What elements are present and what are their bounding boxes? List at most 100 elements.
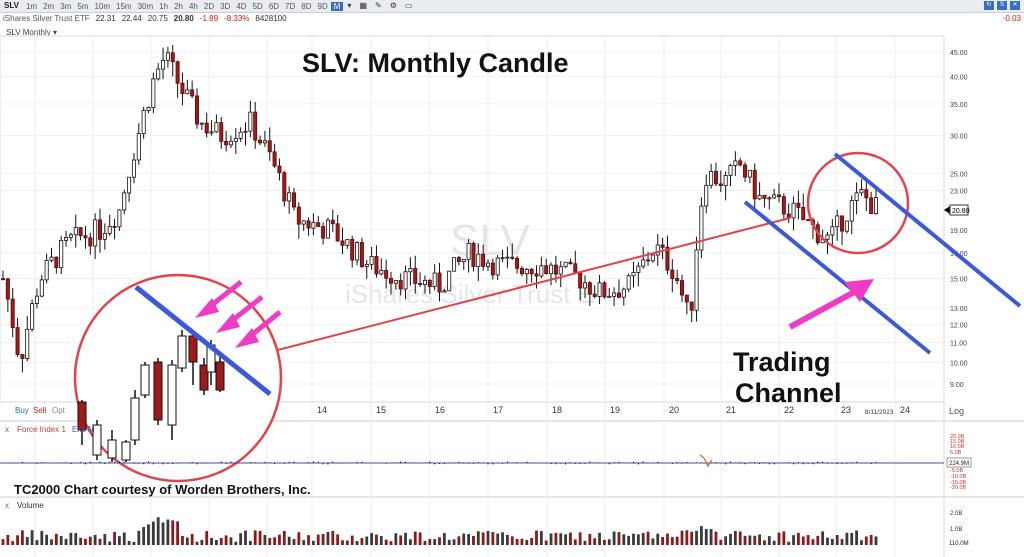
candle-body: [646, 259, 651, 262]
indicator-close-icon[interactable]: x: [5, 425, 9, 434]
buy-button[interactable]: Buy: [15, 406, 29, 415]
price-flag-box: [949, 204, 969, 216]
volume-bar: [593, 538, 597, 545]
zoom-candle-body: [188, 335, 198, 363]
timeframe-button[interactable]: 2D: [203, 1, 215, 11]
timeframe-button[interactable]: 7D: [285, 1, 296, 11]
dropdown-icon[interactable]: ▾: [347, 1, 352, 10]
timeframe-button[interactable]: 3m: [60, 1, 72, 11]
volume-bar: [748, 535, 752, 545]
volume-bar: [772, 540, 776, 545]
volume-bar: [409, 539, 412, 545]
volume-bar: [520, 538, 524, 545]
indicator-label[interactable]: Force Index 1: [17, 425, 66, 434]
scale-icon[interactable]: S: [997, 1, 1007, 10]
quote-open: 22.44: [121, 14, 142, 23]
candle-body: [743, 164, 748, 178]
candle-body: [578, 272, 583, 289]
volume-bar: [549, 533, 553, 545]
timeframe-button[interactable]: 1h: [159, 1, 169, 11]
opt-button[interactable]: Opt: [52, 406, 66, 415]
candle-body: [296, 206, 301, 225]
volume-bar: [845, 532, 849, 545]
candle-body: [495, 257, 500, 276]
volume-bar: [690, 531, 694, 545]
candle-body: [165, 52, 170, 61]
quote-volume: 8428100: [255, 14, 287, 23]
zoom-candle-body: [177, 335, 187, 369]
volume-bar: [573, 539, 577, 545]
y-tick-label: 10.00: [950, 360, 968, 367]
trading-label-line2: Channel: [735, 378, 842, 408]
candle-body: [49, 256, 54, 261]
chart-icon[interactable]: ▦: [359, 1, 367, 10]
volume-bar: [360, 538, 364, 545]
timeframe-button[interactable]: 30m: [137, 1, 154, 11]
timeframe-button[interactable]: 5m: [77, 1, 89, 11]
candle-body: [209, 131, 214, 134]
candle-body: [733, 160, 738, 166]
volume-bar: [646, 531, 650, 545]
timeframe-button[interactable]: 9D: [317, 1, 328, 11]
x-tick-label: 22: [784, 405, 794, 415]
volume-bar: [472, 535, 475, 545]
timeframe-button[interactable]: 4h: [188, 1, 198, 11]
trendline: [269, 217, 791, 353]
quote-low: 20.75: [147, 14, 168, 23]
candle-body: [267, 140, 272, 153]
candle-body: [20, 354, 25, 359]
volume-bar: [617, 532, 621, 545]
candle-body: [219, 122, 224, 142]
volume-close-icon[interactable]: x: [5, 501, 9, 510]
volume-bar: [239, 533, 243, 545]
candle-body: [549, 264, 554, 275]
indicator-ma-label[interactable]: Exp M: [72, 425, 95, 434]
sync-icon[interactable]: ↻: [984, 1, 994, 10]
candle-body: [34, 295, 39, 304]
volume-bar: [525, 539, 529, 545]
close-icon[interactable]: ✕: [1010, 1, 1020, 10]
candle-body: [684, 294, 689, 303]
timeframe-button[interactable]: 3D: [220, 1, 231, 11]
layout-icon[interactable]: ▭: [404, 1, 413, 10]
timeframe-button[interactable]: 5D: [252, 1, 263, 11]
timeframe-button[interactable]: 1m: [25, 1, 38, 11]
volume-bar: [40, 530, 44, 545]
log-label[interactable]: Log: [949, 406, 964, 416]
volume-bar: [438, 537, 441, 545]
timeframe-button[interactable]: 2h: [174, 1, 183, 11]
volume-bar: [612, 531, 616, 545]
symbol-label[interactable]: SLV: [4, 1, 19, 10]
draw-icon[interactable]: ✎: [375, 1, 382, 10]
volume-label[interactable]: Volume: [17, 501, 44, 510]
time-axis: 14 15 16 17 18 19 20 21 22 23 24: [317, 405, 910, 415]
volume-bar: [384, 539, 388, 545]
timeframe-button[interactable]: 15m: [116, 1, 132, 11]
timeframe-button[interactable]: 4D: [236, 1, 247, 11]
volume-bar: [268, 537, 272, 545]
settings-icon[interactable]: ⚙: [389, 1, 397, 10]
candle-body: [466, 242, 471, 260]
period-label[interactable]: SLV Monthly ▾: [6, 28, 58, 37]
volume-bar: [588, 533, 592, 545]
volume-bar: [151, 521, 155, 545]
timeframe-button[interactable]: M: [330, 1, 344, 11]
candle-body: [481, 253, 486, 267]
volume-bar: [365, 536, 369, 545]
sell-button[interactable]: Sell: [33, 406, 47, 415]
timeframe-button[interactable]: 8D: [301, 1, 312, 11]
candle-body: [403, 271, 408, 290]
candle-body: [505, 256, 510, 259]
volume-bar: [147, 524, 150, 545]
volume-bar: [258, 530, 262, 545]
zoom-arrow-3-head: [235, 328, 259, 348]
timeframe-button[interactable]: 10m: [94, 1, 111, 11]
volume-bar: [74, 533, 78, 545]
timeframe-button[interactable]: 6D: [268, 1, 280, 11]
timeframe-button[interactable]: 2m: [43, 1, 55, 11]
candle-body: [25, 328, 30, 359]
candle-body: [0, 278, 6, 281]
volume-bar: [433, 539, 437, 545]
zoom-candle-body: [140, 364, 150, 396]
